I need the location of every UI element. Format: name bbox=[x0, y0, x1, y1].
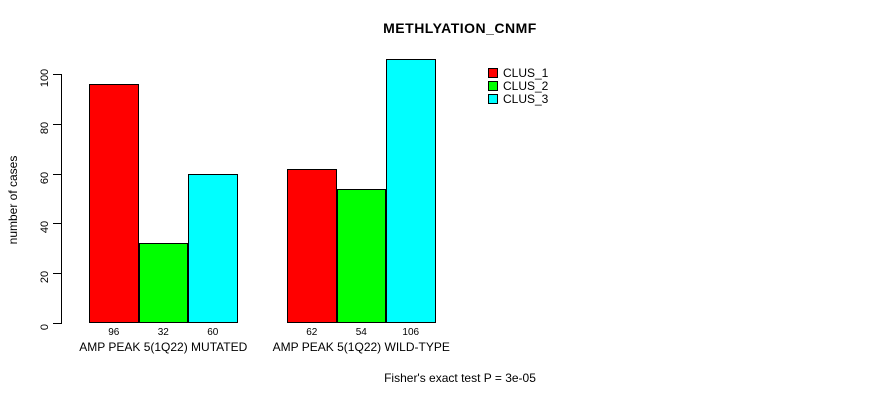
legend-label: CLUS_2 bbox=[503, 78, 549, 93]
y-axis-tick bbox=[53, 173, 61, 175]
legend-swatch-icon bbox=[488, 67, 498, 78]
chart-title: METHLYATION_CNMF bbox=[383, 20, 537, 36]
bar-clus_1-group2 bbox=[287, 168, 337, 323]
legend-swatch-icon bbox=[488, 93, 498, 104]
legend-label: CLUS_1 bbox=[503, 65, 549, 80]
y-axis-tick bbox=[53, 273, 61, 275]
y-axis-tick bbox=[53, 74, 61, 75]
category-label: AMP PEAK 5(1Q22) WILD-TYPE bbox=[272, 340, 450, 354]
y-axis-tick-label-text: 80 bbox=[39, 121, 51, 134]
bar-value-label: 60 bbox=[207, 327, 219, 338]
bar-clus_1-group1 bbox=[89, 83, 139, 323]
bar-value-label: 106 bbox=[402, 327, 420, 338]
y-axis-tick bbox=[53, 223, 61, 225]
legend-item-clus_3: CLUS_3 bbox=[488, 91, 549, 106]
bar-value-label: 54 bbox=[355, 327, 367, 338]
bar-clus_3-group1 bbox=[188, 173, 238, 323]
y-axis-tick-label-text: 100 bbox=[39, 68, 51, 88]
y-axis-line bbox=[61, 74, 62, 324]
legend-swatch-icon bbox=[488, 80, 498, 91]
bar-value-label: 96 bbox=[108, 327, 120, 338]
y-axis-tick-label-text: 60 bbox=[39, 171, 51, 184]
bar-clus_3-group2 bbox=[386, 59, 436, 323]
legend-label: CLUS_3 bbox=[503, 91, 549, 106]
legend: CLUS_1 CLUS_2 CLUS_3 bbox=[488, 65, 549, 106]
bar-clus_2-group2 bbox=[336, 188, 386, 323]
legend-item-clus_1: CLUS_1 bbox=[488, 65, 549, 80]
annotation-pvalue: Fisher's exact test P = 3e-05 bbox=[384, 371, 536, 385]
y-axis-tick-label-text: 0 bbox=[39, 323, 51, 331]
y-axis-tick bbox=[53, 123, 61, 125]
y-axis-title-text: number of cases bbox=[6, 155, 20, 245]
bar-value-label: 62 bbox=[306, 327, 318, 338]
y-axis-tick-label-text: 40 bbox=[39, 221, 51, 234]
y-axis-tick bbox=[53, 323, 61, 324]
bar-clus_2-group1 bbox=[138, 243, 188, 323]
category-label: AMP PEAK 5(1Q22) MUTATED bbox=[79, 340, 248, 354]
bar-value-label: 32 bbox=[157, 327, 169, 338]
y-axis-tick-label-text: 20 bbox=[39, 271, 51, 284]
legend-item-clus_2: CLUS_2 bbox=[488, 78, 549, 93]
